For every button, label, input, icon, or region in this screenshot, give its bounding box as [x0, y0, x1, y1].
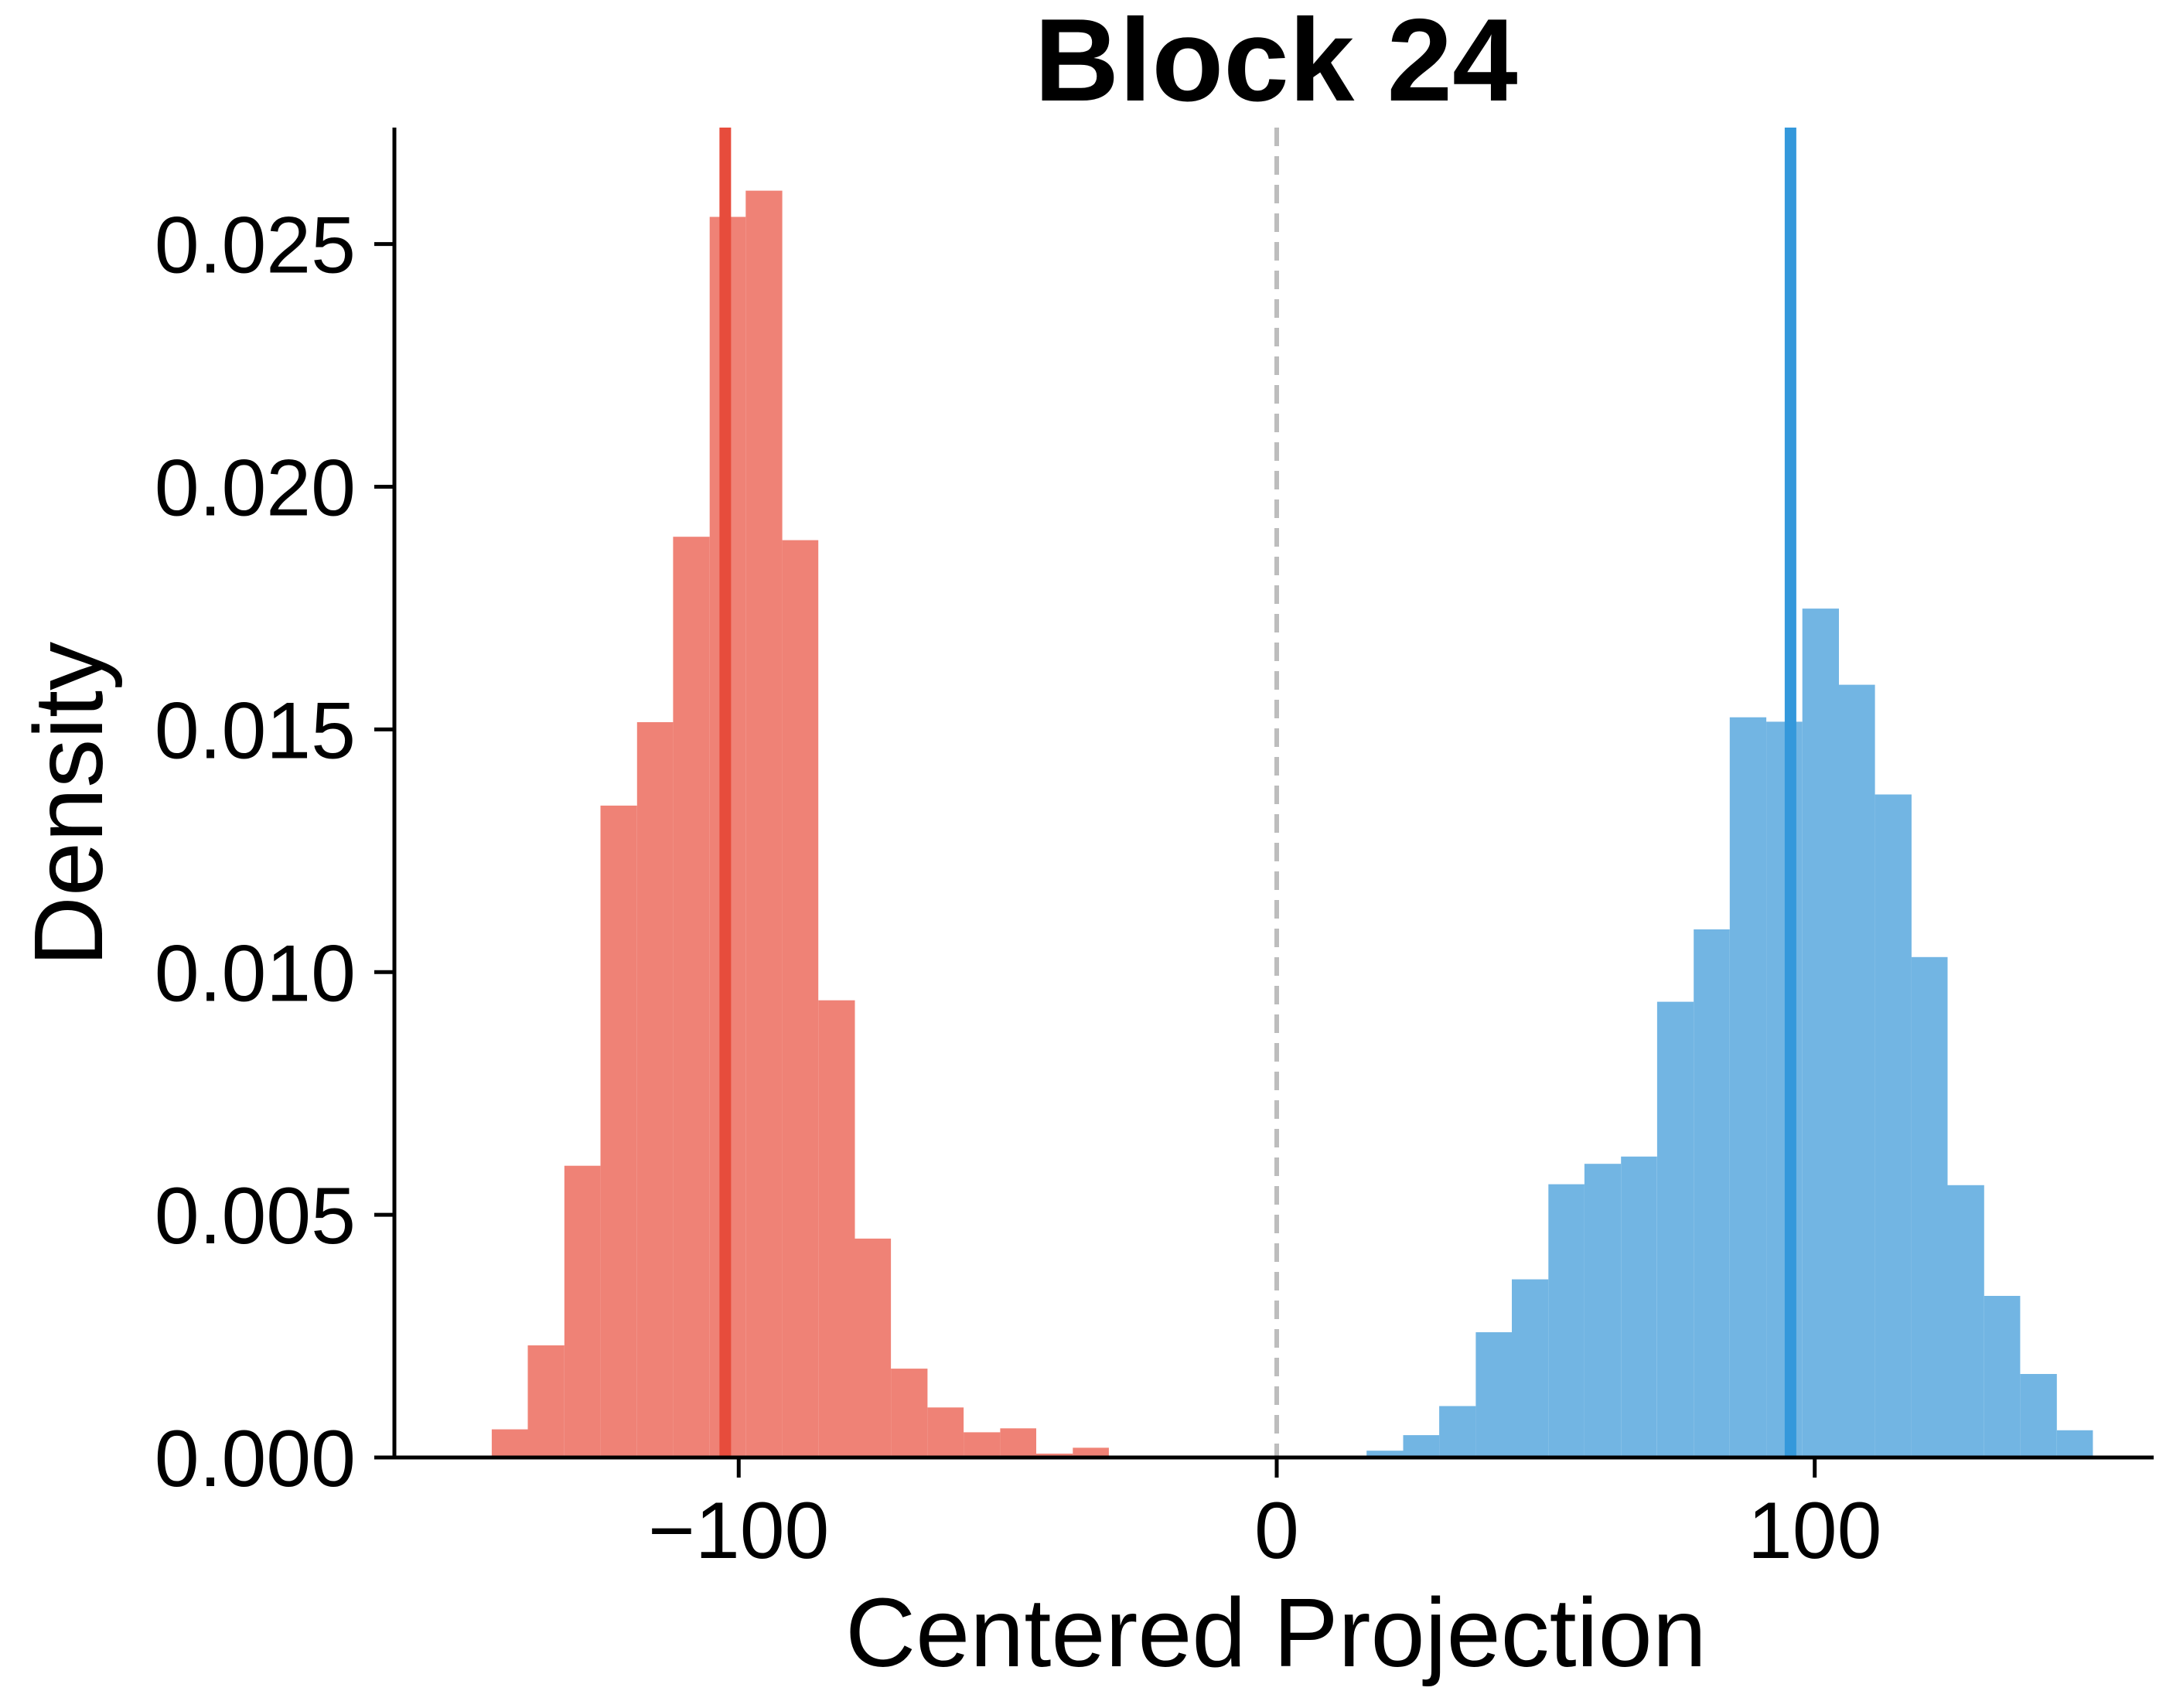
histogram-bar-series-0-bin-9	[818, 1000, 855, 1457]
reference-lines	[719, 128, 1796, 1457]
histogram-bar-series-1-bin-17	[1984, 1296, 2021, 1457]
histogram-bar-series-1-bin-18	[2020, 1374, 2057, 1457]
histogram-bar-series-0-bin-1	[527, 1345, 565, 1457]
histogram-bar-series-0-bin-8	[782, 540, 819, 1457]
y-axis-label: Density	[14, 642, 123, 967]
histogram-bar-series-0-bin-12	[927, 1407, 964, 1457]
histogram-bar-series-1-bin-6	[1584, 1164, 1622, 1457]
histogram-bar-series-1-bin-5	[1548, 1184, 1585, 1457]
histogram-bar-series-1-bin-19	[2056, 1430, 2093, 1457]
histogram-bar-series-0-bin-10	[855, 1238, 892, 1457]
histogram-bar-series-0-bin-11	[891, 1369, 928, 1457]
y-axis-ticks: 0.000 0.005 0.010 0.015 0.020 0.025	[155, 201, 394, 1504]
histogram-bar-series-1-bin-1	[1403, 1435, 1440, 1457]
histogram-bar-series-1-bin-9	[1694, 929, 1730, 1457]
histogram-bar-series-1-bin-12	[1802, 609, 1839, 1457]
histogram-bar-series-1-bin-0	[1366, 1451, 1404, 1457]
x-axis-ticks: −100 0 100	[648, 1457, 1881, 1576]
x-tick-label: 100	[1748, 1486, 1882, 1576]
histogram-bar-series-1-bin-14	[1875, 794, 1912, 1457]
histogram-bar-series-1-bin-16	[1947, 1185, 1984, 1457]
histogram-bar-series-0-bin-0	[491, 1429, 528, 1457]
y-tick-label: 0.015	[155, 686, 356, 776]
x-tick-label: 0	[1254, 1486, 1299, 1576]
histogram-bar-series-0-bin-16	[1073, 1447, 1109, 1457]
histogram-bar-series-1-bin-13	[1839, 684, 1875, 1457]
x-tick-label: −100	[648, 1486, 829, 1576]
histogram-bars	[491, 190, 2093, 1458]
histogram-bar-series-0-bin-4	[636, 722, 674, 1457]
y-tick-label: 0.000	[155, 1414, 356, 1504]
histogram-bar-series-1-bin-7	[1621, 1156, 1657, 1457]
y-tick-label: 0.005	[155, 1171, 356, 1261]
histogram-bar-series-1-bin-11	[1766, 721, 1803, 1457]
histogram-bar-series-0-bin-14	[1000, 1428, 1036, 1457]
histogram-bar-series-0-bin-2	[564, 1165, 601, 1457]
histogram-bar-series-0-bin-7	[745, 190, 783, 1458]
histogram-bar-series-1-bin-4	[1512, 1279, 1549, 1457]
y-tick-label: 0.020	[155, 444, 356, 534]
y-tick-label: 0.025	[155, 201, 356, 291]
histogram-bar-series-1-bin-2	[1439, 1406, 1476, 1457]
histogram-bar-series-1-bin-10	[1729, 717, 1767, 1457]
histogram-bar-series-1-bin-3	[1475, 1332, 1512, 1457]
x-axis-label: Centered Projection	[845, 1578, 1707, 1687]
chart-title: Block 24	[1034, 0, 1517, 126]
axes	[392, 128, 2154, 1460]
histogram-bar-series-1-bin-8	[1656, 1001, 1694, 1457]
histogram-bar-series-1-bin-15	[1911, 956, 1948, 1457]
histogram-bar-series-0-bin-3	[600, 805, 637, 1457]
histogram-bar-series-0-bin-5	[673, 537, 710, 1458]
y-tick-label: 0.010	[155, 929, 356, 1018]
histogram-bar-series-0-bin-13	[964, 1432, 1001, 1457]
